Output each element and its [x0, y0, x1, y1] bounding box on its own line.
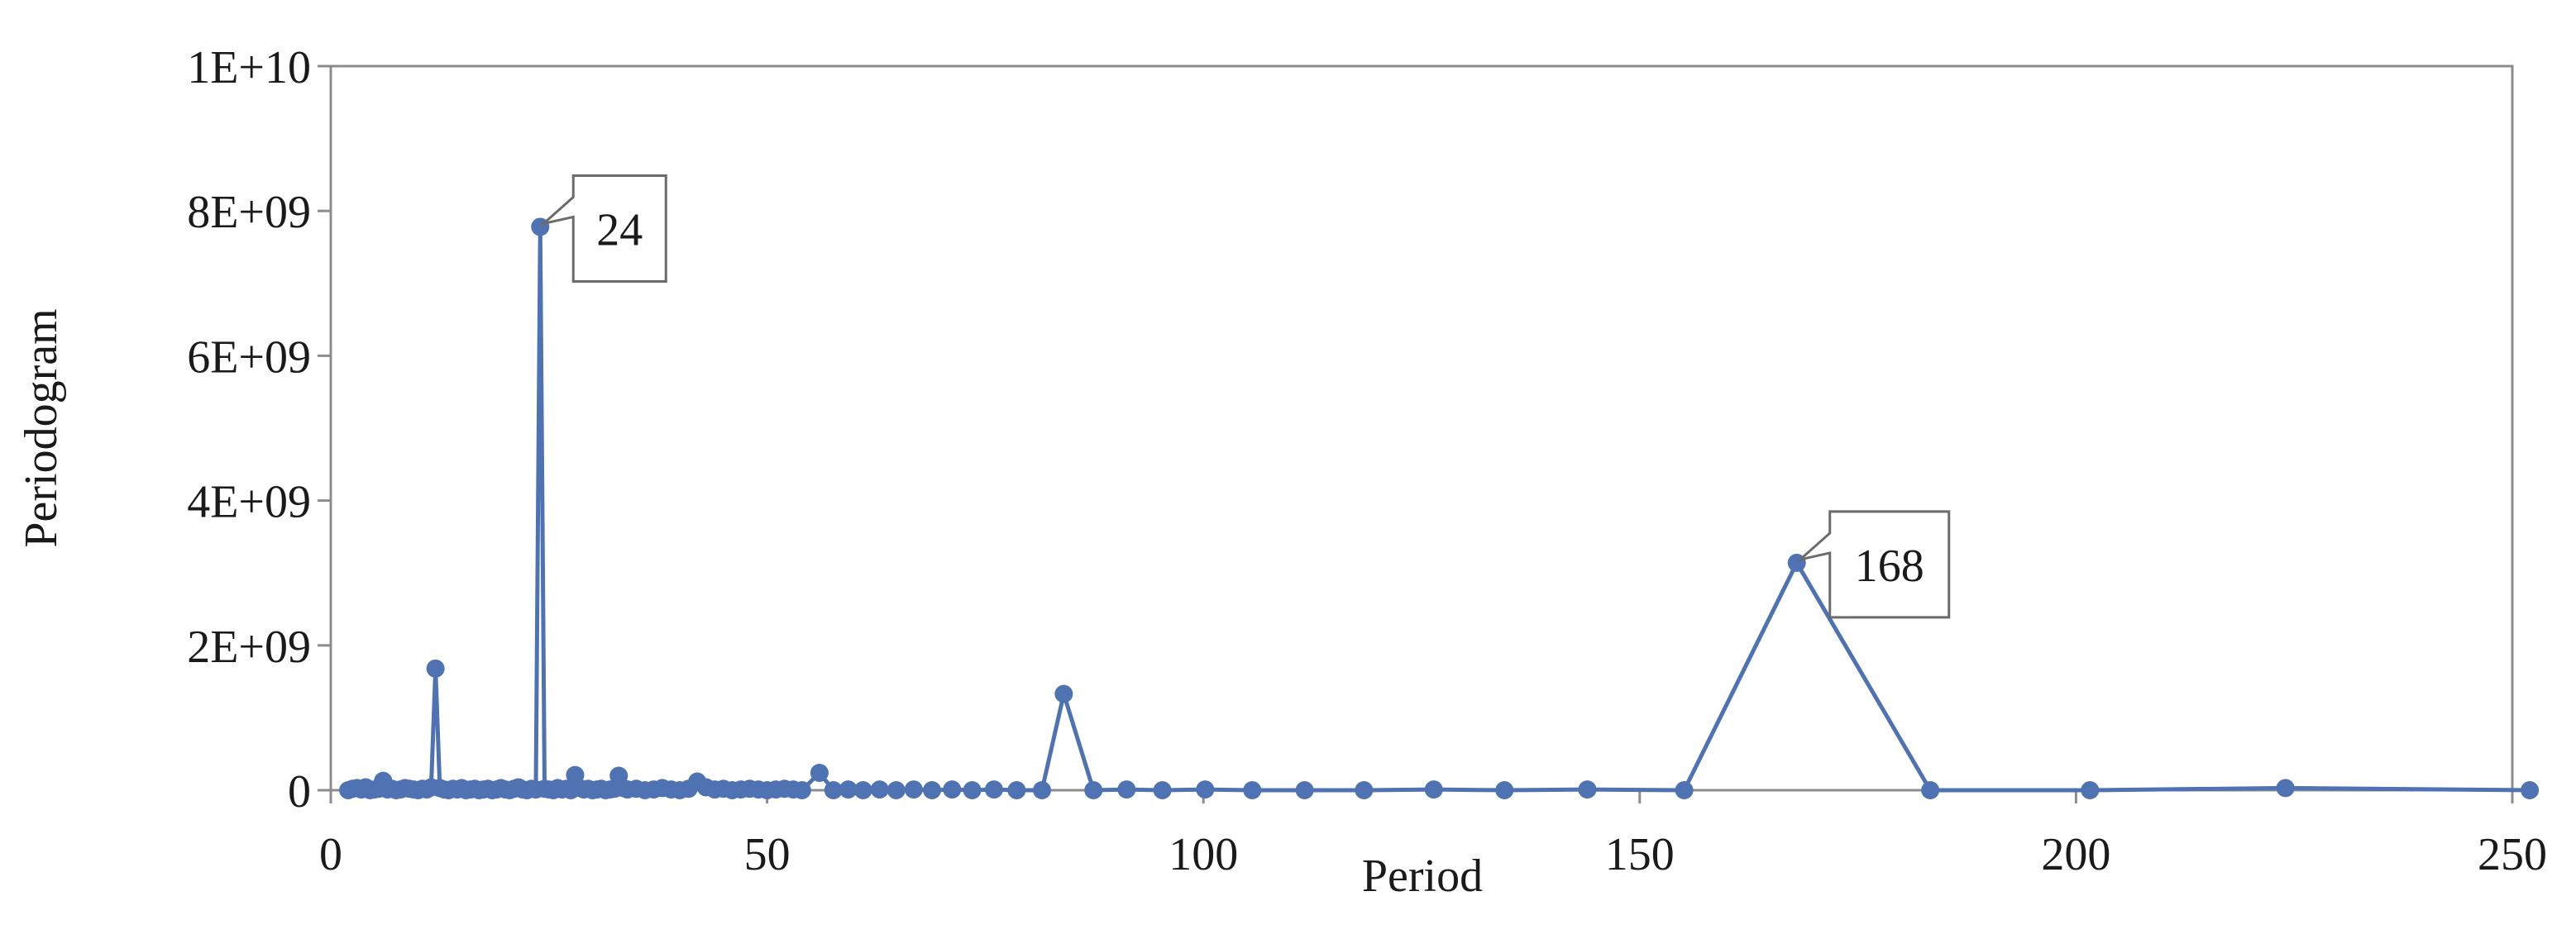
x-tick-label: 250: [2478, 829, 2547, 880]
data-point: [1424, 780, 1443, 799]
data-point: [923, 781, 942, 799]
y-axis-title: Periodogram: [16, 308, 67, 547]
callout-24: 24: [538, 174, 667, 283]
data-point: [904, 780, 923, 799]
data-point: [1295, 781, 1314, 799]
callout-label: 168: [1855, 541, 1924, 592]
data-point: [1495, 781, 1514, 799]
data-point: [2521, 781, 2540, 799]
data-point: [1921, 781, 1940, 799]
y-axis-tick-marks: [318, 64, 331, 792]
data-point: [426, 659, 445, 678]
data-point: [1084, 781, 1103, 799]
data-point: [1054, 684, 1073, 703]
data-point: [1243, 781, 1262, 799]
data-point: [887, 781, 906, 799]
data-point: [853, 781, 872, 799]
data-point: [1032, 781, 1051, 799]
data-point: [1578, 780, 1597, 799]
callout-box: [1795, 510, 1951, 619]
data-point: [963, 781, 982, 799]
data-point: [870, 780, 889, 799]
x-tick-label: 0: [319, 829, 342, 880]
x-axis-title: Period: [1362, 851, 1483, 902]
callout-168: 168: [1795, 510, 1951, 619]
x-tick-label: 100: [1169, 829, 1238, 880]
data-point: [2081, 781, 2100, 799]
data-point: [984, 780, 1003, 799]
data-point: [1007, 781, 1026, 799]
data-point: [792, 781, 811, 799]
y-tick-label: 8E+09: [187, 187, 311, 238]
data-point: [1117, 780, 1136, 799]
x-tick-label: 50: [744, 829, 791, 880]
data-point: [1675, 781, 1694, 799]
data-point: [1153, 781, 1172, 799]
series-line: [347, 224, 2531, 793]
callout-box: [538, 174, 667, 283]
data-point: [943, 780, 962, 799]
x-tick-label: 150: [1605, 829, 1675, 880]
callout-label: 24: [596, 204, 643, 255]
data-point: [810, 763, 829, 782]
x-tick-label: 200: [2041, 829, 2110, 880]
y-tick-label: 2E+09: [187, 622, 311, 673]
x-axis-tick-labels: 0 50 100 150 200 250: [319, 829, 2547, 880]
data-point: [2276, 779, 2295, 798]
data-point: [1196, 780, 1215, 799]
y-tick-label: 1E+10: [187, 42, 311, 93]
y-tick-label: 6E+09: [187, 331, 311, 383]
data-callouts: 24 168: [538, 174, 1951, 619]
data-point: [1355, 781, 1374, 799]
y-tick-label: 4E+09: [187, 477, 311, 528]
data-point: [839, 780, 858, 799]
y-tick-label: 0: [288, 766, 311, 817]
y-axis-tick-labels: 0 2E+09 4E+09 6E+09 8E+09 1E+10: [187, 42, 311, 817]
data-point: [824, 781, 843, 799]
series-points: [339, 217, 2540, 799]
